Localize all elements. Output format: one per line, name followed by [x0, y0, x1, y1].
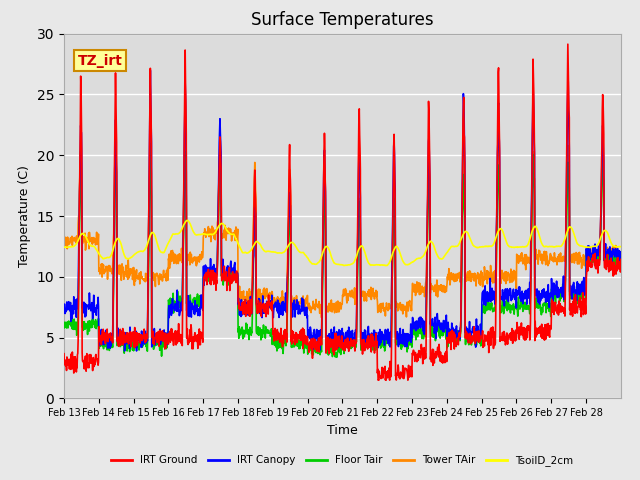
- Title: Surface Temperatures: Surface Temperatures: [251, 11, 434, 29]
- Y-axis label: Temperature (C): Temperature (C): [18, 165, 31, 267]
- Text: TZ_irt: TZ_irt: [78, 54, 123, 68]
- Legend: IRT Ground, IRT Canopy, Floor Tair, Tower TAir, TsoilD_2cm: IRT Ground, IRT Canopy, Floor Tair, Towe…: [107, 451, 578, 470]
- X-axis label: Time: Time: [327, 424, 358, 437]
